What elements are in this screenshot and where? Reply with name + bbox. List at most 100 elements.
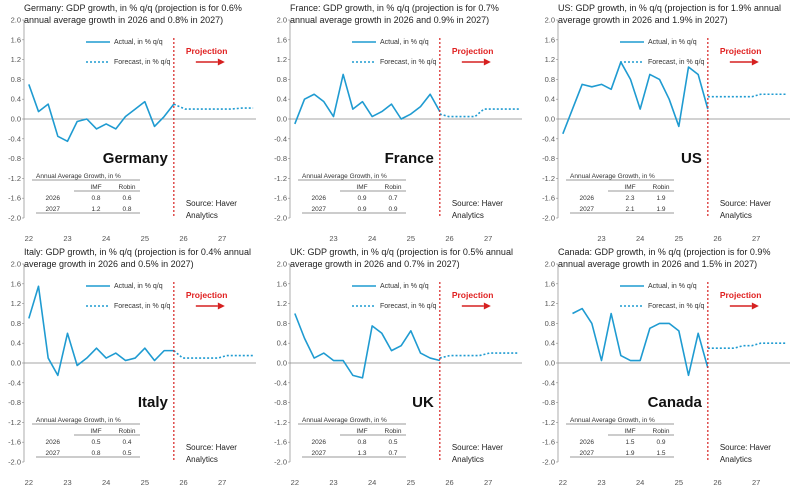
y-tick-label: -0.8 <box>542 398 555 407</box>
x-tick-label: 22 <box>25 478 33 487</box>
y-tick-label: -0.8 <box>274 154 287 163</box>
forecast-series-line <box>173 350 254 359</box>
table-year: 2026 <box>312 195 327 202</box>
table-imf-value: 1.5 <box>625 439 634 446</box>
table-col-robin: Robin <box>385 428 402 435</box>
y-tick-label: -0.4 <box>8 378 21 387</box>
y-tick-label: 1.2 <box>277 299 287 308</box>
table-year: 2026 <box>46 439 61 446</box>
y-tick-label: -1.6 <box>274 438 287 447</box>
y-tick-label: 0.0 <box>545 359 555 368</box>
y-tick-label: 1.6 <box>545 35 555 44</box>
x-tick-label: 24 <box>368 478 376 487</box>
chart-svg-canada: 2.0 1.6 1.2 0.8 0.4 0.0 -0.4 -0.8 -1.2 -1.6 -2.0 22… <box>542 260 790 487</box>
table-year: 2027 <box>312 450 327 457</box>
projection-arrow-head <box>483 58 491 66</box>
x-tick-label: 22 <box>25 234 33 243</box>
y-tick-label: 0.8 <box>11 75 21 84</box>
legend-forecast-label: Forecast, in % q/q <box>648 59 705 66</box>
y-tick-label: 1.6 <box>277 35 287 44</box>
y-tick-label: 1.6 <box>11 279 21 288</box>
projection-label: Projection <box>186 290 228 300</box>
table-robin-value: 1.9 <box>656 206 665 213</box>
x-tick-label: 26 <box>179 478 187 487</box>
legend-actual-label: Actual, in % q/q <box>648 283 697 290</box>
projection-label: Projection <box>186 46 228 56</box>
table-robin-value: 1.9 <box>656 195 665 202</box>
x-tick-label: 24 <box>636 234 644 243</box>
forecast-series-line <box>439 352 520 359</box>
y-tick-label: -0.4 <box>274 134 287 143</box>
y-tick-label: 1.2 <box>545 55 555 64</box>
y-tick-label: -0.8 <box>8 398 21 407</box>
chart-svg-italy: 2.0 1.6 1.2 0.8 0.4 0.0 -0.4 -0.8 -1.2 -1.6 -2.0 22… <box>8 260 256 487</box>
y-tick-label: 1.6 <box>277 279 287 288</box>
actual-series-line <box>562 61 709 135</box>
x-tick-label: 26 <box>445 478 453 487</box>
table-imf-value: 0.9 <box>357 195 366 202</box>
table-imf-value: 1.9 <box>625 450 634 457</box>
x-tick-label: 23 <box>597 478 605 487</box>
actual-series-line <box>572 307 709 377</box>
source-line-2: Analytics <box>186 455 218 464</box>
table-year: 2027 <box>312 206 327 213</box>
y-tick-label: -1.2 <box>274 174 287 183</box>
y-tick-label: -1.2 <box>274 418 287 427</box>
chart-title: US: GDP growth, in % q/q (projection is … <box>558 3 781 25</box>
projection-arrow-head <box>751 302 759 310</box>
x-tick-label: 24 <box>102 478 110 487</box>
y-tick-label: -2.0 <box>8 458 21 467</box>
forecast-series-line <box>707 93 788 98</box>
table-title: Annual Average Growth, in % <box>570 173 655 180</box>
source-line-1: Source: Haver <box>186 199 237 208</box>
projection-label: Projection <box>452 290 494 300</box>
projection-label: Projection <box>720 46 762 56</box>
forecast-series-line <box>707 342 788 349</box>
x-tick-label: 23 <box>63 478 71 487</box>
y-tick-label: -1.2 <box>8 418 21 427</box>
x-tick-label: 23 <box>63 234 71 243</box>
table-imf-value: 0.9 <box>357 206 366 213</box>
y-tick-label: 2.0 <box>277 260 287 269</box>
y-tick-label: 0.4 <box>545 95 555 104</box>
y-tick-label: -1.6 <box>542 438 555 447</box>
y-tick-label: 0.8 <box>545 75 555 84</box>
actual-series-line <box>28 84 175 143</box>
source-line-1: Source: Haver <box>720 443 771 452</box>
table-year: 2027 <box>580 206 595 213</box>
chart-svg-germany: 2.0 1.6 1.2 0.8 0.4 0.0 -0.4 -0.8 -1.2 -1.6 -2.0 22… <box>8 16 256 243</box>
x-tick-label: 26 <box>445 234 453 243</box>
y-tick-label: 0.8 <box>545 319 555 328</box>
y-tick-label: 0.8 <box>277 319 287 328</box>
x-tick-label: 23 <box>597 234 605 243</box>
x-tick-label: 24 <box>368 234 376 243</box>
table-title: Annual Average Growth, in % <box>570 417 655 424</box>
y-tick-label: 0.4 <box>277 339 287 348</box>
table-col-imf: IMF <box>624 184 635 191</box>
x-tick-label: 22 <box>291 478 299 487</box>
x-tick-label: 23 <box>329 478 337 487</box>
y-tick-label: -1.6 <box>8 194 21 203</box>
x-tick-label: 27 <box>218 478 226 487</box>
table-imf-value: 2.3 <box>625 195 634 202</box>
chart-panel-us: 2.0 1.6 1.2 0.8 0.4 0.0 -0.4 -0.8 -1.2 -1.6 -2.0 23… <box>534 0 800 244</box>
y-tick-label: 0.0 <box>277 359 287 368</box>
table-robin-value: 0.6 <box>122 195 131 202</box>
forecast-series-line <box>173 103 254 110</box>
x-tick-label: 26 <box>179 234 187 243</box>
x-tick-label: 25 <box>141 234 149 243</box>
y-tick-label: 1.6 <box>11 35 21 44</box>
country-label: Germany <box>103 150 169 167</box>
table-imf-value: 0.8 <box>91 195 100 202</box>
y-tick-label: 0.4 <box>277 95 287 104</box>
table-year: 2026 <box>580 439 595 446</box>
legend-forecast-label: Forecast, in % q/q <box>648 303 705 310</box>
source-line-2: Analytics <box>186 211 218 220</box>
legend-forecast-label: Forecast, in % q/q <box>114 303 171 310</box>
chart-title: Italy: GDP growth, in % q/q (projection … <box>24 247 251 269</box>
table-imf-value: 1.2 <box>91 206 100 213</box>
y-tick-label: 0.4 <box>11 339 21 348</box>
legend-actual-label: Actual, in % q/q <box>380 39 429 46</box>
y-tick-label: 0.8 <box>277 75 287 84</box>
